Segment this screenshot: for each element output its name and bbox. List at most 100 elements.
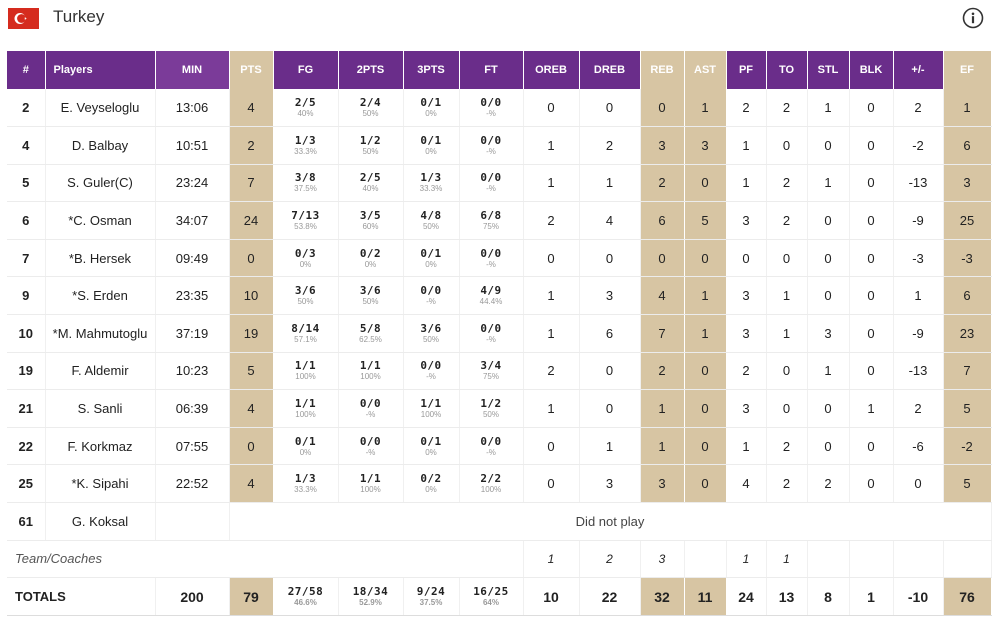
- three-pointers: 0/0 -%: [403, 276, 460, 316]
- points: 2: [229, 126, 274, 165]
- team-header: Turkey: [0, 0, 1000, 40]
- jersey-number: 9: [7, 276, 46, 316]
- three-pointers-pct: 0%: [425, 447, 437, 457]
- col-header[interactable]: +/-: [893, 51, 944, 89]
- player-row[interactable]: 9 *S. Erden 23:35 10 3/6 50% 3/6 50% 0/0 -% 4/9 44.…: [7, 276, 992, 316]
- assists: 0: [684, 464, 727, 504]
- col-header[interactable]: REB: [640, 51, 685, 89]
- two-pointers-made-att: 2/4: [359, 96, 382, 110]
- player-row[interactable]: 21 S. Sanli 06:39 4 1/1 100% 0/0 -% 1/1 100% 1/2 50…: [7, 389, 992, 428]
- field-goals-made-att: 0/3: [294, 246, 317, 260]
- player-row[interactable]: 2 E. Veyseloglu 13:06 4 2/5 40% 2/4 50% 0/1 0% 0/0…: [7, 89, 992, 128]
- free-throws-pct: 50%: [482, 410, 499, 420]
- plus-minus: -2: [893, 126, 944, 165]
- player-row[interactable]: 7 *B. Hersek 09:49 0 0/3 0% 0/2 0% 0/1 0% 0/0 -% 0 0 0…: [7, 239, 992, 278]
- free-throws-made-att: 0/0: [480, 133, 502, 147]
- steals: 0: [807, 239, 850, 278]
- free-throws: 0/0 -%: [459, 427, 524, 466]
- total-field-goals-pct: 46.6%: [294, 598, 317, 608]
- field-goals: 8/14 57.1%: [273, 314, 339, 353]
- two-pointers: 0/0 -%: [338, 389, 404, 428]
- col-header[interactable]: EF: [943, 51, 992, 89]
- free-throws-made-att: 0/0: [480, 171, 502, 185]
- col-header[interactable]: FG: [273, 51, 339, 89]
- player-row[interactable]: 6 *C. Osman 34:07 24 7/13 53.8% 3/5 60% 4/8 50% 6/…: [7, 201, 992, 240]
- assists: 1: [684, 89, 727, 128]
- three-pointers-pct: 0%: [425, 109, 437, 119]
- efficiency: 5: [943, 389, 992, 428]
- defensive-rebounds: 0: [579, 89, 641, 128]
- turkey-flag-icon: [8, 8, 39, 29]
- col-header[interactable]: BLK: [849, 51, 894, 89]
- col-header[interactable]: MIN: [155, 51, 230, 89]
- col-header[interactable]: Players: [45, 51, 156, 89]
- player-name: *K. Sipahi: [45, 464, 156, 504]
- blocks: 1: [849, 389, 894, 428]
- free-throws-made-att: 1/2: [480, 397, 502, 411]
- col-header[interactable]: 3PTS: [403, 51, 460, 89]
- field-goals: 1/3 33.3%: [273, 464, 339, 504]
- total-plus-minus: -10: [893, 577, 944, 617]
- col-header[interactable]: FT: [459, 51, 524, 89]
- col-header[interactable]: PTS: [229, 51, 274, 89]
- free-throws: 1/2 50%: [459, 389, 524, 428]
- two-pointers-made-att: 1/2: [359, 133, 382, 147]
- plus-minus: 0: [893, 464, 944, 504]
- two-pointers: 2/5 40%: [338, 164, 404, 203]
- team-assists: [684, 540, 727, 579]
- points: 7: [229, 164, 274, 203]
- player-row[interactable]: 22 F. Korkmaz 07:55 0 0/1 0% 0/0 -% 0/1 0% 0/0 -% 0 1…: [7, 427, 992, 466]
- player-row-dnp[interactable]: 61 G. Koksal Did not play: [7, 502, 992, 541]
- field-goals-made-att: 0/1: [294, 434, 317, 448]
- col-header[interactable]: TO: [766, 51, 808, 89]
- defensive-rebounds: 1: [579, 164, 641, 203]
- col-header[interactable]: STL: [807, 51, 850, 89]
- free-throws-pct: -%: [486, 259, 496, 269]
- steals: 0: [807, 201, 850, 240]
- col-header[interactable]: OREB: [523, 51, 580, 89]
- total-offensive-rebounds: 10: [523, 577, 580, 617]
- offensive-rebounds: 1: [523, 164, 580, 203]
- player-row[interactable]: 10 *M. Mahmutoglu 37:19 19 8/14 57.1% 5/8 62.5%…: [7, 314, 992, 353]
- three-pointers: 0/2 0%: [403, 464, 460, 504]
- points: 4: [229, 464, 274, 504]
- free-throws-pct: -%: [486, 334, 496, 344]
- col-header[interactable]: PF: [726, 51, 767, 89]
- two-pointers: 1/1 100%: [338, 464, 404, 504]
- free-throws-made-att: 3/4: [480, 359, 502, 373]
- offensive-rebounds: 1: [523, 389, 580, 428]
- player-name: *B. Hersek: [45, 239, 156, 278]
- player-row[interactable]: 4 D. Balbay 10:51 2 1/3 33.3% 1/2 50% 0/1 0% 0/0 -%…: [7, 126, 992, 165]
- col-header[interactable]: DREB: [579, 51, 641, 89]
- plus-minus: -6: [893, 427, 944, 466]
- free-throws-pct: -%: [486, 109, 496, 119]
- col-header[interactable]: AST: [684, 51, 727, 89]
- player-row[interactable]: 19 F. Aldemir 10:23 5 1/1 100% 1/1 100% 0/0 -% 3/4…: [7, 352, 992, 391]
- total-free-throws: 16/25 64%: [459, 577, 524, 617]
- points: 24: [229, 201, 274, 240]
- minutes: [155, 502, 230, 541]
- two-pointers-pct: -%: [365, 447, 376, 457]
- three-pointers-made-att: 0/2: [420, 472, 442, 486]
- blocks: 0: [849, 126, 894, 165]
- team-plus-minus: [893, 540, 944, 579]
- defensive-rebounds: 3: [579, 464, 641, 504]
- player-row[interactable]: 25 *K. Sipahi 22:52 4 1/3 33.3% 1/1 100% 0/2 0% 2/…: [7, 464, 992, 504]
- points: 19: [229, 314, 274, 353]
- three-pointers-made-att: 3/6: [420, 321, 442, 335]
- field-goals-pct: 57.1%: [294, 334, 317, 344]
- two-pointers-pct: 50%: [362, 109, 379, 119]
- player-row[interactable]: 5 S. Guler(C) 23:24 7 3/8 37.5% 2/5 40% 1/3 33.3%…: [7, 164, 992, 203]
- two-pointers-pct: -%: [365, 410, 376, 420]
- field-goals-pct: 50%: [297, 297, 314, 307]
- col-header[interactable]: 2PTS: [338, 51, 404, 89]
- free-throws-pct: 75%: [482, 372, 499, 382]
- three-pointers-made-att: 0/0: [420, 284, 442, 298]
- efficiency: 5: [943, 464, 992, 504]
- free-throws-made-att: 6/8: [480, 209, 502, 223]
- info-icon[interactable]: [962, 7, 984, 29]
- field-goals-pct: 0%: [299, 259, 312, 269]
- points: 5: [229, 352, 274, 391]
- field-goals: 2/5 40%: [273, 89, 339, 128]
- col-header[interactable]: #: [7, 51, 46, 89]
